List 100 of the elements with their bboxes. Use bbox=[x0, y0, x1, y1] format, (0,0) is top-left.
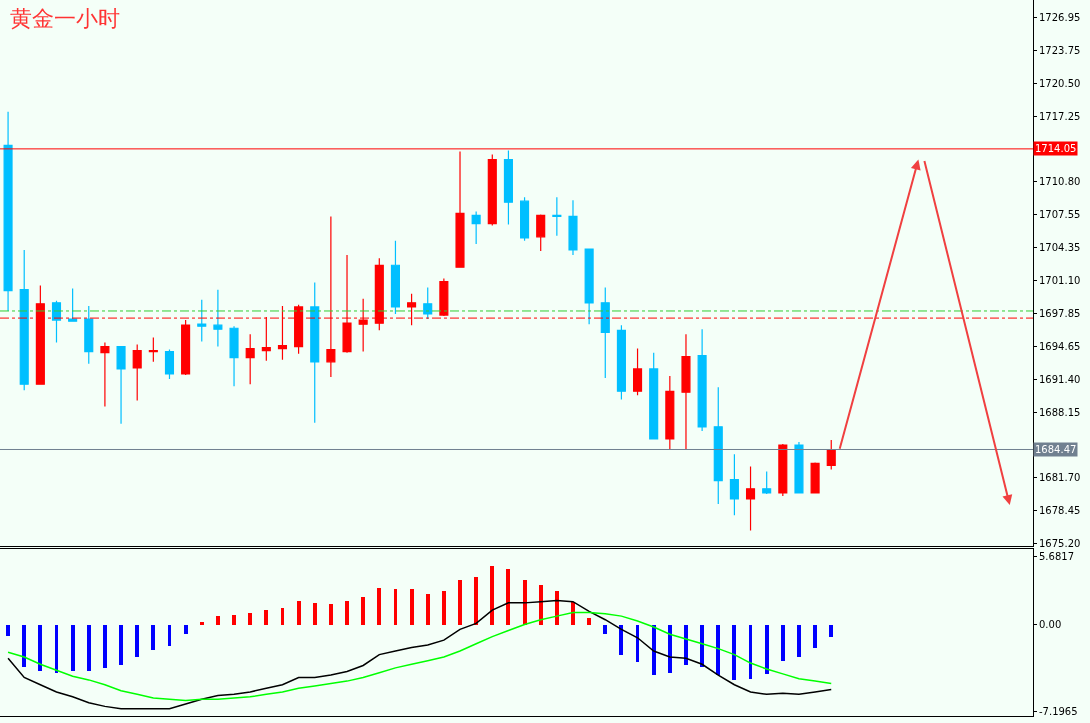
y-tick-label: 1707.55 bbox=[1039, 209, 1081, 221]
bar bbox=[539, 584, 543, 625]
candlestick bbox=[552, 196, 562, 237]
bar bbox=[684, 624, 688, 665]
bar bbox=[781, 624, 785, 661]
bar bbox=[38, 624, 42, 671]
candlestick bbox=[536, 213, 546, 252]
bar bbox=[410, 588, 414, 625]
y-tick-label: 1691.40 bbox=[1039, 373, 1081, 385]
candlestick bbox=[197, 299, 207, 343]
bar bbox=[87, 624, 91, 671]
candlestick bbox=[3, 111, 13, 312]
y-tick-label: 1717.25 bbox=[1039, 110, 1081, 122]
bar bbox=[749, 624, 752, 679]
bar bbox=[716, 624, 720, 675]
y-tick-label: 5.6817 bbox=[1039, 550, 1074, 562]
y-tick-label: 1723.75 bbox=[1039, 44, 1081, 56]
candlestick bbox=[633, 347, 643, 396]
y-tick-label: 1694.65 bbox=[1039, 340, 1081, 352]
candlestick bbox=[229, 325, 239, 387]
bar bbox=[281, 607, 284, 625]
candlestick bbox=[697, 328, 707, 432]
bar bbox=[523, 579, 527, 625]
ref-line-label: 1714.05 bbox=[1035, 143, 1077, 154]
candlestick bbox=[649, 352, 659, 440]
candlestick bbox=[164, 348, 175, 380]
bar bbox=[329, 603, 333, 625]
bar bbox=[55, 624, 58, 673]
bar bbox=[232, 614, 236, 625]
candlestick bbox=[116, 345, 126, 425]
bar bbox=[668, 624, 672, 673]
bar bbox=[458, 579, 462, 625]
candlestick bbox=[68, 288, 78, 322]
y-tick-label: 1704.35 bbox=[1039, 241, 1081, 253]
candlestick bbox=[503, 149, 513, 226]
candlestick bbox=[745, 465, 756, 532]
candlestick bbox=[713, 386, 723, 505]
line-series bbox=[7, 611, 832, 702]
candlestick bbox=[794, 441, 804, 494]
bar bbox=[765, 624, 769, 674]
candlestick bbox=[19, 249, 29, 391]
bar bbox=[377, 587, 381, 625]
bar bbox=[797, 624, 801, 657]
bar bbox=[555, 590, 559, 625]
bar bbox=[103, 624, 107, 668]
y-tick-label: 1678.45 bbox=[1039, 505, 1081, 517]
candlestick bbox=[600, 287, 610, 379]
y-tick-label: 1688.15 bbox=[1039, 406, 1081, 418]
line-series bbox=[7, 599, 832, 710]
y-tick-label: 1726.95 bbox=[1039, 12, 1081, 24]
bar bbox=[603, 624, 607, 634]
candlestick bbox=[390, 240, 400, 315]
y-tick-label: 1697.85 bbox=[1039, 308, 1081, 320]
bar bbox=[636, 624, 639, 662]
bar bbox=[571, 601, 575, 625]
bar bbox=[394, 588, 397, 625]
bar bbox=[345, 600, 349, 625]
bar bbox=[200, 621, 204, 625]
candlestick bbox=[487, 153, 497, 227]
bar bbox=[619, 624, 623, 655]
candlestick bbox=[423, 287, 433, 320]
y-tick-label: 1720.50 bbox=[1039, 77, 1081, 89]
candlestick bbox=[810, 461, 820, 494]
candlestick bbox=[584, 248, 594, 325]
bar bbox=[361, 596, 365, 625]
bar bbox=[135, 624, 139, 657]
candlestick bbox=[681, 333, 691, 450]
bar bbox=[184, 624, 188, 634]
candlestick bbox=[520, 196, 530, 242]
candlestick bbox=[132, 343, 142, 401]
y-tick-label: 0.00 bbox=[1039, 619, 1062, 631]
bar bbox=[442, 590, 446, 625]
candlestick bbox=[665, 375, 675, 450]
candlestick bbox=[310, 281, 320, 424]
bar bbox=[474, 576, 478, 625]
ref-line-label: 1684.47 bbox=[1035, 444, 1077, 455]
bar bbox=[490, 565, 494, 625]
y-tick-label: 1710.80 bbox=[1039, 176, 1081, 188]
bar bbox=[506, 568, 510, 625]
bar bbox=[313, 602, 317, 625]
bar bbox=[22, 624, 26, 667]
bar bbox=[6, 624, 10, 636]
bar bbox=[216, 615, 220, 625]
bar bbox=[700, 624, 704, 667]
y-tick-label: -7.1965 bbox=[1039, 705, 1078, 717]
candlestick bbox=[762, 470, 772, 495]
bar bbox=[426, 593, 430, 625]
bar bbox=[652, 624, 656, 675]
candlestick bbox=[568, 199, 578, 256]
y-tick-label: 1701.10 bbox=[1039, 274, 1081, 286]
candlestick bbox=[471, 210, 481, 245]
candlestick bbox=[245, 333, 255, 385]
candlestick bbox=[778, 443, 788, 497]
bar bbox=[264, 609, 268, 625]
candlestick bbox=[84, 305, 94, 365]
candlestick bbox=[100, 341, 110, 408]
bar bbox=[732, 624, 736, 680]
y-tick-label: 1675.20 bbox=[1039, 538, 1081, 550]
y-tick-label: 1681.70 bbox=[1039, 472, 1081, 484]
candlestick bbox=[616, 324, 626, 400]
